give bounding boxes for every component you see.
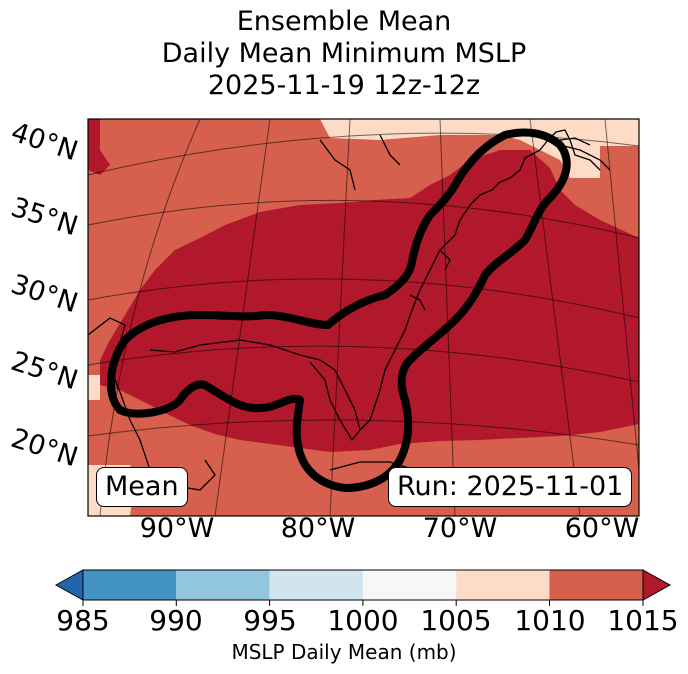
- title-line-1: Ensemble Mean: [236, 6, 452, 37]
- lon-label-90w: 90°W: [139, 513, 215, 544]
- colorbar-extend-high: [642, 569, 672, 601]
- graticule: [88, 119, 639, 516]
- title-line-3: 2025-11-19 12z-12z: [207, 70, 481, 101]
- colorbar-tick-1000: 1000: [327, 604, 399, 637]
- colorbar-bin-1005-1010: [456, 570, 550, 600]
- colorbar-tick-995: 995: [243, 604, 297, 637]
- colorbar-tick-1005: 1005: [420, 604, 492, 637]
- colorbar-bin-1000-1005: [362, 570, 457, 600]
- colorbar-tick-985: 985: [56, 604, 110, 637]
- colorbar-extend-low: [54, 569, 84, 601]
- thick-contour: [106, 128, 571, 492]
- title-line-2: Daily Mean Minimum MSLP: [161, 38, 527, 69]
- colorbar-tick-1010: 1010: [514, 604, 586, 637]
- field-1015-plus: [88, 119, 110, 175]
- map-area: [88, 119, 639, 516]
- map-frame: [87, 118, 640, 517]
- mean-label-box: Mean: [96, 467, 188, 507]
- colorbar-tick-1015: 1015: [607, 604, 679, 637]
- colorbar-bin-990-995: [176, 570, 270, 600]
- colorbar-bin-985-990: [83, 570, 177, 600]
- colorbar-bin-1010-1015: [549, 570, 643, 600]
- lon-label-80w: 80°W: [280, 513, 356, 544]
- colorbar-bin-995-1000: [269, 570, 363, 600]
- field-1005-1010-west-gulf: [88, 375, 100, 400]
- lon-label-70w: 70°W: [422, 513, 498, 544]
- colorbar-label: MSLP Daily Mean (mb): [231, 640, 457, 664]
- lon-label-60w: 60°W: [564, 513, 640, 544]
- colorbar: [54, 569, 672, 606]
- colorbar-tick-990: 990: [149, 604, 203, 637]
- run-date-box: Run: 2025-11-01: [388, 467, 633, 507]
